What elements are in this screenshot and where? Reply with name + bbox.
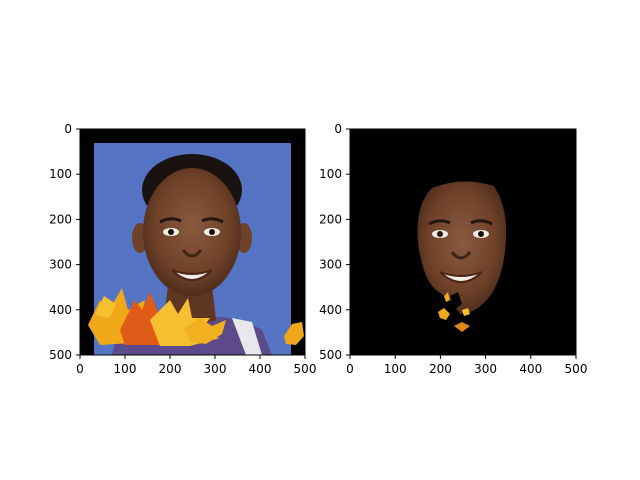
left-y-tick-label: 300 xyxy=(49,258,72,272)
right-image-leaf-fragments xyxy=(438,292,470,332)
right-x-tick-label: 200 xyxy=(429,362,452,376)
left-x-tick-label: 400 xyxy=(249,362,272,376)
right-y-tick-label: 100 xyxy=(319,167,342,181)
left-image-mouth xyxy=(171,269,213,281)
right-image-pupil-left xyxy=(437,231,443,237)
right-axes-frame xyxy=(349,128,577,356)
left-y-tick-label: 200 xyxy=(49,212,72,226)
left-y-tick-label: 400 xyxy=(49,303,72,317)
left-x-tick-label: 0 xyxy=(76,362,84,376)
left-image-nose xyxy=(181,249,203,258)
left-x-tick-label: 500 xyxy=(294,362,317,376)
left-y-tick-label: 100 xyxy=(49,167,72,181)
right-image-face-mask xyxy=(417,181,507,314)
left-y-tick-label: 0 xyxy=(64,122,72,136)
left-image-panel xyxy=(80,129,305,355)
left-image-face xyxy=(143,168,241,296)
right-image-pupil-right xyxy=(478,231,484,237)
left-image-pupil-left xyxy=(168,229,174,235)
right-y-tick-label: 500 xyxy=(319,348,342,362)
right-y-tick-label: 0 xyxy=(334,122,342,136)
right-x-tick-label: 0 xyxy=(346,362,354,376)
right-image-mask-hole xyxy=(450,292,462,310)
right-image-panel xyxy=(350,129,576,355)
left-y-tick-label: 500 xyxy=(49,348,72,362)
left-image-pupil-right xyxy=(209,229,215,235)
right-x-tick-label: 300 xyxy=(474,362,497,376)
right-y-tick-label: 300 xyxy=(319,258,342,272)
right-y-tick-label: 200 xyxy=(319,212,342,226)
right-x-tick-label: 400 xyxy=(519,362,542,376)
left-x-tick-label: 300 xyxy=(204,362,227,376)
right-axis-ticks: 0 100 200 300 400 500 0 100 200 300 400 500 xyxy=(319,122,587,376)
right-y-tick-label: 400 xyxy=(319,303,342,317)
left-image-brows xyxy=(159,217,224,224)
left-x-tick-label: 100 xyxy=(114,362,137,376)
right-image-nose xyxy=(450,251,472,260)
right-x-tick-label: 100 xyxy=(384,362,407,376)
left-image-jersey-trim xyxy=(232,318,262,355)
right-image-mouth xyxy=(439,271,483,283)
left-x-tick-label: 200 xyxy=(159,362,182,376)
left-image-leaves xyxy=(88,288,304,346)
right-x-tick-label: 500 xyxy=(565,362,588,376)
left-axes-frame xyxy=(79,128,306,356)
left-axis-ticks: 0 100 200 300 400 500 0 100 200 300 400 500 xyxy=(49,122,316,376)
right-image-brows xyxy=(428,219,493,226)
